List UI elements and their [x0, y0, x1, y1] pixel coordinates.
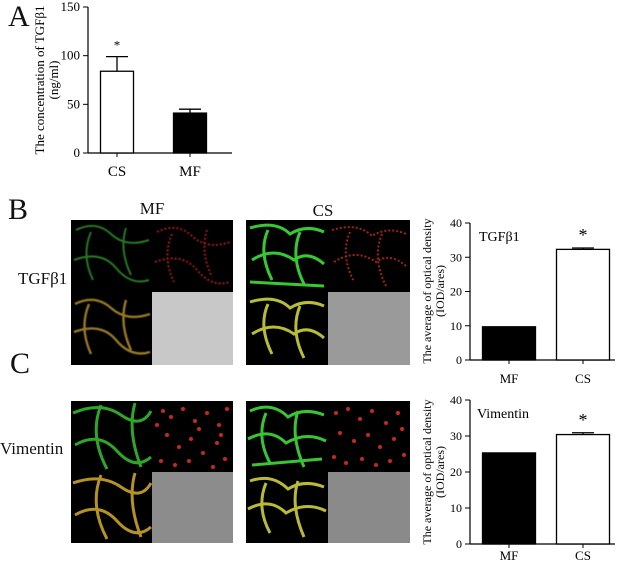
- y-label-line-c: (IOD/ares): [433, 446, 447, 498]
- significance-marker-a: *: [114, 38, 121, 53]
- x-tick-label-a: MF: [179, 164, 201, 180]
- y-tick-label-b: 20: [450, 285, 462, 299]
- y-tick-label-a: 50: [67, 96, 80, 111]
- inset-label-c: Vimentin: [477, 407, 529, 422]
- y-label-line-a: (ng/ml): [46, 61, 61, 100]
- x-tick-label-b: MF: [500, 371, 519, 386]
- y-label-line-b: The average of optical density: [420, 218, 434, 363]
- x-tick-label-c: CS: [575, 548, 591, 562]
- inset-label-b: TGFβ1: [479, 230, 520, 245]
- panel-letter-c: C: [10, 347, 31, 380]
- y-tick-label-c: 10: [450, 501, 462, 515]
- y-tick-label-a: 0: [74, 145, 81, 160]
- significance-marker-b: *: [579, 225, 588, 245]
- x-tick-label-a: CS: [108, 164, 126, 180]
- y-label-c: The average of optical density (IOD/ares): [420, 399, 447, 544]
- row-label-vimentin: Vimentin: [0, 439, 64, 458]
- bar-c-mf: [481, 452, 537, 545]
- y-tick-label-a: 150: [61, 0, 81, 14]
- micrograph-tgfb1-cs: [246, 220, 410, 365]
- y-tick-label-b: 40: [450, 216, 462, 230]
- bar-a-cs: [99, 70, 135, 154]
- y-label-a: The concentration of TGFβ1 (ng/ml): [32, 6, 61, 155]
- row-label-tgfb1: TGFβ1: [18, 269, 68, 288]
- panel-letter-a: A: [8, 0, 30, 33]
- y-tick-label-c: 30: [450, 429, 462, 443]
- y-tick-label-a: 100: [61, 48, 81, 63]
- column-header-mf: MF: [139, 199, 165, 218]
- y-tick-label-b: 0: [456, 353, 462, 367]
- panel-letter-b: B: [8, 193, 29, 226]
- bar-b-cs: [555, 248, 611, 361]
- y-label-line-c: The average of optical density: [420, 399, 434, 544]
- y-label-line-b: (IOD/ares): [433, 265, 447, 317]
- y-tick-label-c: 0: [456, 537, 462, 551]
- micrograph-vimentin-mf: [71, 401, 233, 543]
- y-label-line-a: The concentration of TGFβ1: [32, 6, 47, 155]
- significance-marker-c: *: [579, 410, 588, 430]
- y-label-b: The average of optical density (IOD/ares): [420, 218, 447, 363]
- bar-c-cs: [555, 433, 611, 545]
- micrograph-tgfb1-mf: [71, 220, 233, 365]
- y-tick-label-b: 30: [450, 250, 462, 264]
- chart-a: 0 50 100 150 * CS MF The concentration of TGFβ1…: [32, 0, 232, 180]
- y-tick-label-b: 10: [450, 319, 462, 333]
- chart-c: 0 10 20 30 40 MF * CS The average of optical den…: [420, 393, 615, 562]
- bar-b-mf: [481, 326, 537, 361]
- micrograph-vimentin-cs: [246, 401, 410, 543]
- x-tick-label-b: CS: [575, 371, 591, 386]
- x-tick-label-c: MF: [500, 548, 519, 562]
- y-tick-label-c: 20: [450, 465, 462, 479]
- chart-b: 0 10 20 30 40 MF * CS The average of optical den…: [420, 216, 615, 386]
- bar-a-mf: [172, 112, 208, 154]
- column-header-cs: CS: [312, 201, 334, 220]
- y-tick-label-c: 40: [450, 393, 462, 407]
